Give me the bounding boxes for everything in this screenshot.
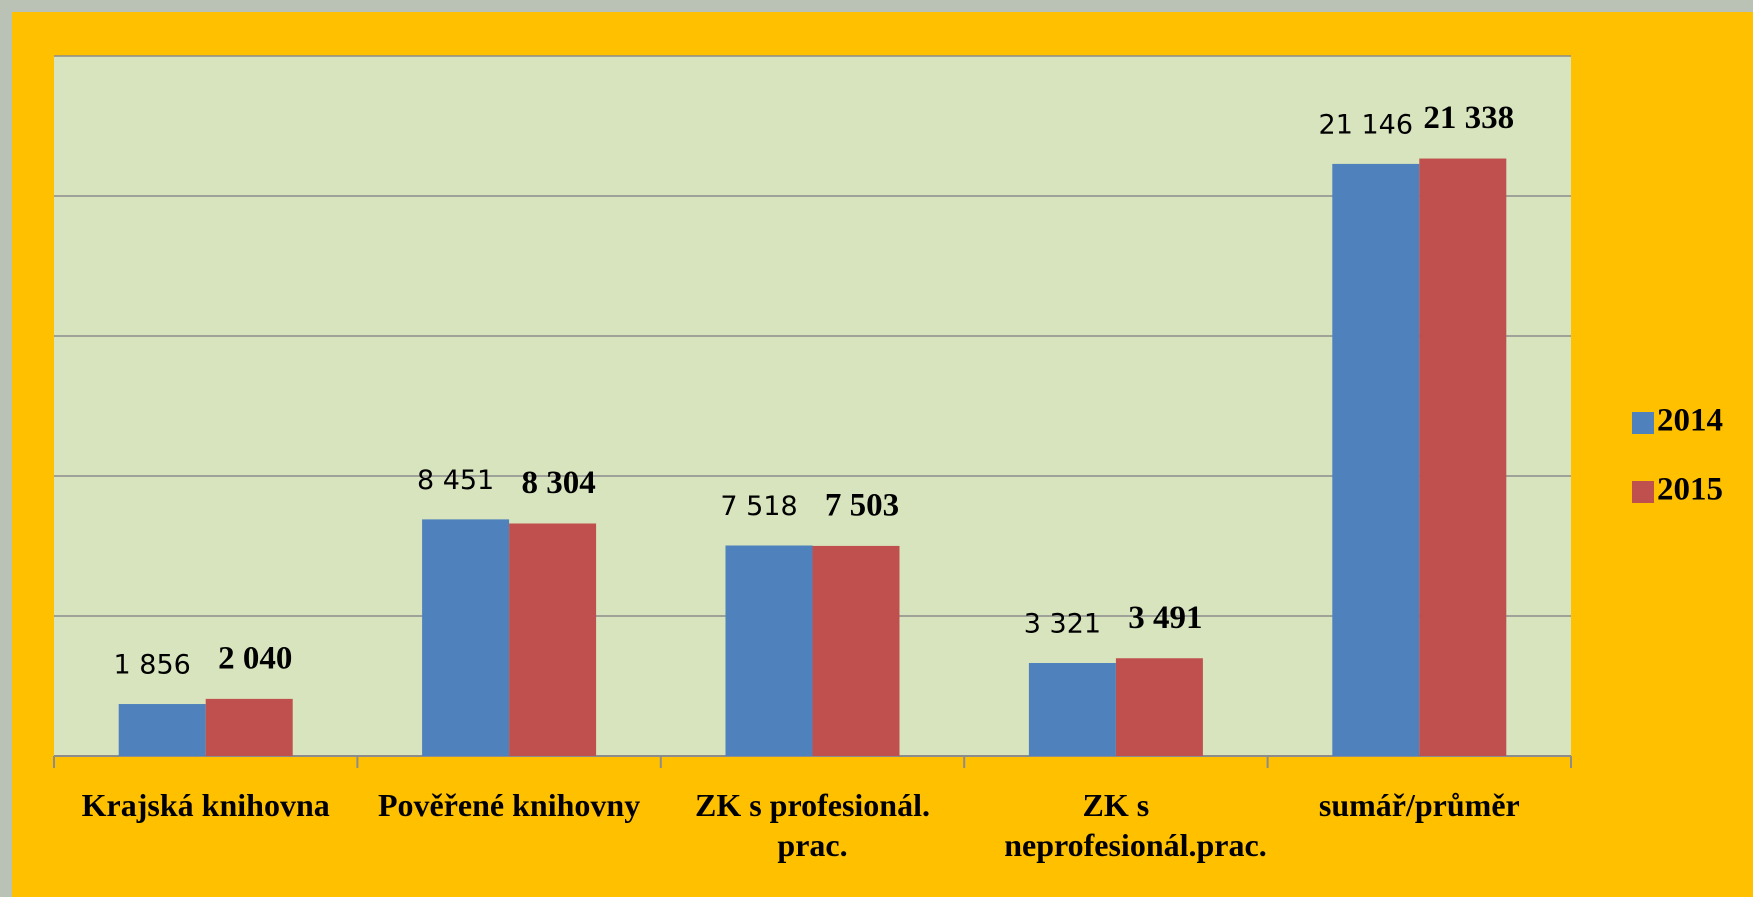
data-label: 8 451 xyxy=(417,465,494,496)
x-tick-label: sumář/průměr xyxy=(1318,787,1520,823)
data-label: 21 146 xyxy=(1319,109,1413,140)
bar xyxy=(725,545,813,756)
data-label: 3 491 xyxy=(1128,600,1202,636)
data-label: 3 321 xyxy=(1024,609,1101,640)
legend-swatch xyxy=(1632,412,1654,434)
bar xyxy=(1028,663,1116,756)
bar xyxy=(1332,163,1420,757)
data-label: 2 040 xyxy=(218,640,292,676)
bar xyxy=(1115,658,1203,756)
bar xyxy=(509,523,597,756)
data-label: 8 304 xyxy=(521,465,595,501)
bar xyxy=(118,704,206,756)
legend-swatch xyxy=(1632,481,1654,503)
bar xyxy=(205,698,293,756)
data-label: 7 518 xyxy=(720,491,797,522)
data-label: 1 856 xyxy=(114,650,191,681)
x-tick-label: ZK s neprofesionál.prac. xyxy=(1004,787,1267,863)
x-tick-label: ZK s profesionál. prac. xyxy=(694,787,930,863)
x-tick-label: Krajská knihovna xyxy=(81,787,330,823)
bar xyxy=(1419,158,1507,756)
x-tick-label: Pověřené knihovny xyxy=(377,787,641,823)
data-label: 7 503 xyxy=(825,487,899,523)
legend-label: 2015 xyxy=(1657,472,1723,508)
data-label: 21 338 xyxy=(1423,100,1514,136)
bar xyxy=(812,545,900,756)
bar xyxy=(422,519,510,756)
legend-label: 2014 xyxy=(1657,403,1723,439)
